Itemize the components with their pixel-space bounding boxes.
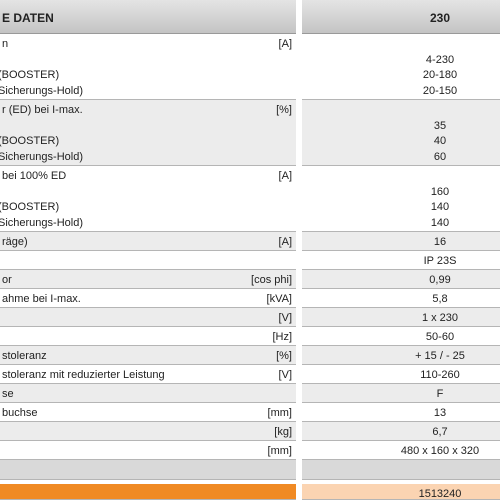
row-value: 1 x 230 — [421, 312, 459, 324]
row-label: r (ED) bei I-max. — [2, 104, 83, 116]
row-sublabel: (BOOSTER) — [0, 135, 60, 147]
row-right — [302, 270, 500, 289]
row-left — [0, 308, 296, 327]
row-label: ahme bei I-max. — [2, 293, 81, 305]
row-left — [0, 384, 296, 403]
row-left — [0, 34, 296, 100]
row-value: 13 — [433, 407, 447, 419]
row-unit: [A] — [278, 38, 292, 50]
row-value: 5,8 — [432, 293, 448, 305]
row-sublabel: (BOOSTER) — [0, 201, 60, 213]
row-value: 20-150 — [422, 84, 458, 97]
row-value: 6,7 — [432, 426, 448, 438]
row-value: 160 — [430, 185, 450, 198]
row-right — [302, 422, 500, 441]
row-sublabel: (BOOSTER) — [0, 69, 60, 81]
row-left — [0, 100, 296, 166]
row-label: n — [2, 38, 9, 50]
row-left — [0, 232, 296, 251]
row-value: 4-230 — [425, 53, 455, 66]
row-left — [0, 327, 296, 346]
row-right — [302, 308, 500, 327]
row-sublabel: Sicherungs-Hold) — [0, 150, 83, 163]
row-value: F — [436, 388, 444, 400]
footer-left — [0, 484, 296, 500]
row-right — [302, 251, 500, 270]
row-unit: [%] — [276, 350, 292, 362]
row-label: stoleranz mit reduzierter Leistung — [2, 369, 165, 381]
row-value: 16 — [433, 236, 447, 248]
row-sublabel: Sicherungs-Hold) — [0, 216, 83, 229]
header-title: E DATEN — [2, 11, 54, 25]
row-label: bei 100% ED — [2, 170, 67, 182]
row-label: se — [2, 388, 14, 400]
row-left — [0, 251, 296, 270]
row-value: 140 — [430, 201, 450, 213]
row-value: + 15 / - 25 — [415, 350, 465, 362]
row-left — [0, 346, 296, 365]
row-value: 110-260 — [420, 369, 460, 381]
row-value: 40 — [433, 135, 447, 147]
row-right — [302, 166, 500, 232]
row-label: stoleranz — [2, 350, 47, 362]
row-value: 20-180 — [422, 69, 458, 81]
row-label: or — [2, 274, 12, 286]
row-unit: [mm] — [267, 445, 292, 457]
row-value: IP 23S — [423, 255, 457, 267]
row-right — [302, 327, 500, 346]
row-label: buchse — [2, 407, 38, 419]
row-left — [0, 289, 296, 308]
row-unit: [A] — [278, 170, 292, 182]
row-value: 50-60 — [425, 331, 455, 343]
row-unit: [A] — [278, 236, 292, 248]
row-sublabel: Sicherungs-Hold) — [0, 84, 83, 97]
row-value: 480 x 160 x 320 — [400, 445, 480, 457]
row-unit: [cos phi] — [251, 274, 292, 286]
row-left — [0, 441, 296, 460]
row-value: 60 — [433, 150, 447, 163]
blank-right — [302, 460, 500, 480]
row-right — [302, 365, 500, 384]
row-unit: [kVA] — [266, 293, 292, 305]
row-unit: [V] — [278, 369, 292, 381]
row-left — [0, 365, 296, 384]
header-right — [302, 0, 500, 34]
row-value: 35 — [433, 119, 447, 132]
row-left — [0, 422, 296, 441]
row-unit: [V] — [278, 312, 292, 324]
row-unit: [mm] — [267, 407, 292, 419]
header-left — [0, 0, 296, 34]
row-left — [0, 166, 296, 232]
row-right — [302, 289, 500, 308]
article-number: 1513240 — [418, 488, 462, 500]
row-right — [302, 100, 500, 166]
row-label: räge) — [2, 236, 28, 248]
row-right — [302, 384, 500, 403]
row-unit: [kg] — [274, 426, 292, 438]
row-unit: [Hz] — [272, 331, 292, 343]
row-value: 140 — [430, 216, 450, 229]
row-left — [0, 403, 296, 422]
header-model: 230 — [429, 11, 451, 25]
row-left — [0, 270, 296, 289]
row-right — [302, 34, 500, 100]
row-right — [302, 346, 500, 365]
row-value: 0,99 — [429, 274, 451, 286]
blank-left — [0, 460, 296, 480]
row-right — [302, 441, 500, 460]
row-right — [302, 232, 500, 251]
row-right — [302, 403, 500, 422]
row-unit: [%] — [276, 104, 292, 116]
